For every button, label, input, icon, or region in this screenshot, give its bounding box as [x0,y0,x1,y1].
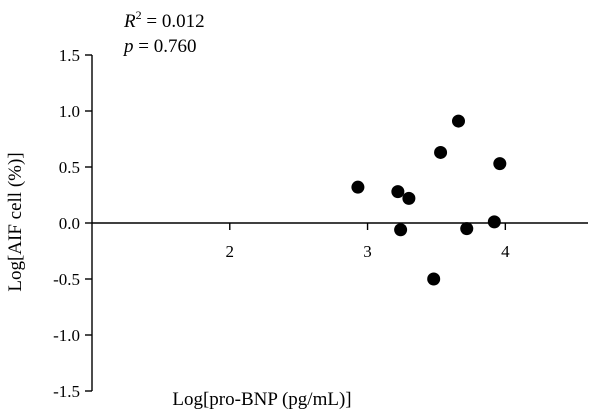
y-tick-label: -0.5 [53,270,80,289]
y-tick-label: 1.5 [59,46,80,65]
scatter-point [487,215,501,229]
scatter-point [394,223,408,237]
scatter-point [460,222,474,236]
scatter-point [351,180,365,194]
y-tick-label: 0.0 [59,214,80,233]
y-tick-label: -1.0 [53,326,80,345]
scatter-point [451,114,465,128]
scatter-point [493,157,507,171]
y-tick-label: 1.0 [59,102,80,121]
y-tick-label: 0.5 [59,158,80,177]
x-axis-label: Log[pro-BNP (pg/mL)] [172,389,351,410]
scatter-point [427,272,441,286]
scatter-point [391,185,405,199]
y-axis: -1.5 -1.0 -0.5 0.0 0.5 1.0 1.5 [53,46,93,401]
data-points [351,114,507,286]
p-value-annotation: p = 0.760 [122,36,196,57]
x-tick-label: 3 [363,242,372,261]
y-tick-label: -1.5 [53,382,80,401]
scatter-point [402,191,416,205]
x-axis: 2 3 4 [92,222,588,261]
y-axis-label: Log[AIF cell (%)] [5,152,26,291]
r-squared-annotation: R2 = 0.012 [123,8,205,32]
scatter-point [434,145,448,159]
x-tick-label: 2 [226,242,235,261]
x-tick-label: 4 [501,242,510,261]
